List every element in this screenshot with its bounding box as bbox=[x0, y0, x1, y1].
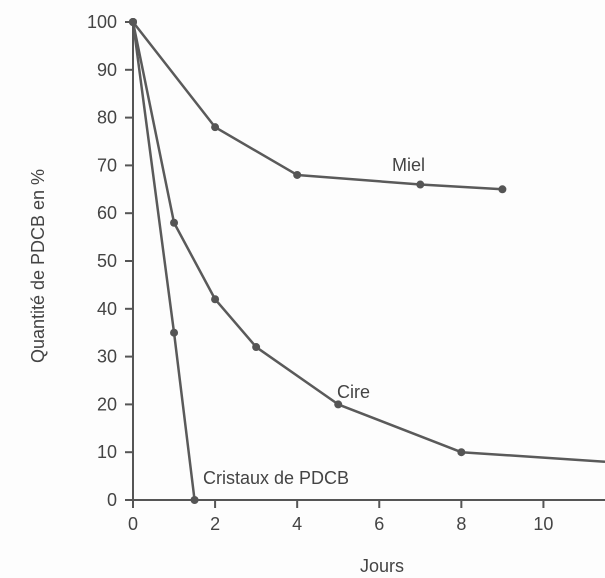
x-tick-label: 8 bbox=[456, 514, 466, 534]
x-tick-label: 10 bbox=[533, 514, 553, 534]
y-axis-ticks: 0 10 20 30 40 50 60 70 80 90 100 bbox=[87, 12, 133, 510]
data-point bbox=[170, 328, 179, 337]
data-point bbox=[457, 448, 466, 457]
x-axis-ticks: 0 2 4 6 8 10 bbox=[128, 500, 553, 534]
data-point bbox=[293, 170, 302, 179]
y-tick-label: 70 bbox=[97, 155, 117, 175]
data-point bbox=[252, 343, 261, 352]
y-tick-label: 100 bbox=[87, 12, 117, 32]
x-tick-label: 6 bbox=[374, 514, 384, 534]
data-point bbox=[211, 295, 220, 304]
series-label: Cristaux de PDCB bbox=[203, 468, 349, 488]
data-point bbox=[334, 400, 343, 409]
y-tick-label: 50 bbox=[97, 251, 117, 271]
y-tick-label: 40 bbox=[97, 299, 117, 319]
y-axis-title: Quantité de PDCB en % bbox=[28, 169, 48, 363]
y-tick-label: 0 bbox=[107, 490, 117, 510]
y-tick-label: 30 bbox=[97, 347, 117, 367]
x-tick-label: 2 bbox=[210, 514, 220, 534]
y-tick-label: 10 bbox=[97, 442, 117, 462]
data-point bbox=[170, 218, 179, 227]
y-tick-label: 80 bbox=[97, 108, 117, 128]
y-tick-label: 20 bbox=[97, 394, 117, 414]
x-axis-title: Jours bbox=[360, 556, 404, 576]
data-point bbox=[498, 185, 507, 194]
y-tick-label: 90 bbox=[97, 60, 117, 80]
series-line-2 bbox=[131, 21, 196, 501]
x-tick-label: 0 bbox=[128, 514, 138, 534]
series-layer: Miel Cire Cristaux de PDCB bbox=[129, 18, 605, 504]
series-label: Miel bbox=[392, 155, 425, 175]
series-line-0 bbox=[132, 21, 503, 191]
x-tick-label: 4 bbox=[292, 514, 302, 534]
data-point bbox=[416, 180, 425, 189]
data-point bbox=[211, 123, 220, 132]
series-label: Cire bbox=[337, 382, 370, 402]
y-tick-label: 60 bbox=[97, 203, 117, 223]
